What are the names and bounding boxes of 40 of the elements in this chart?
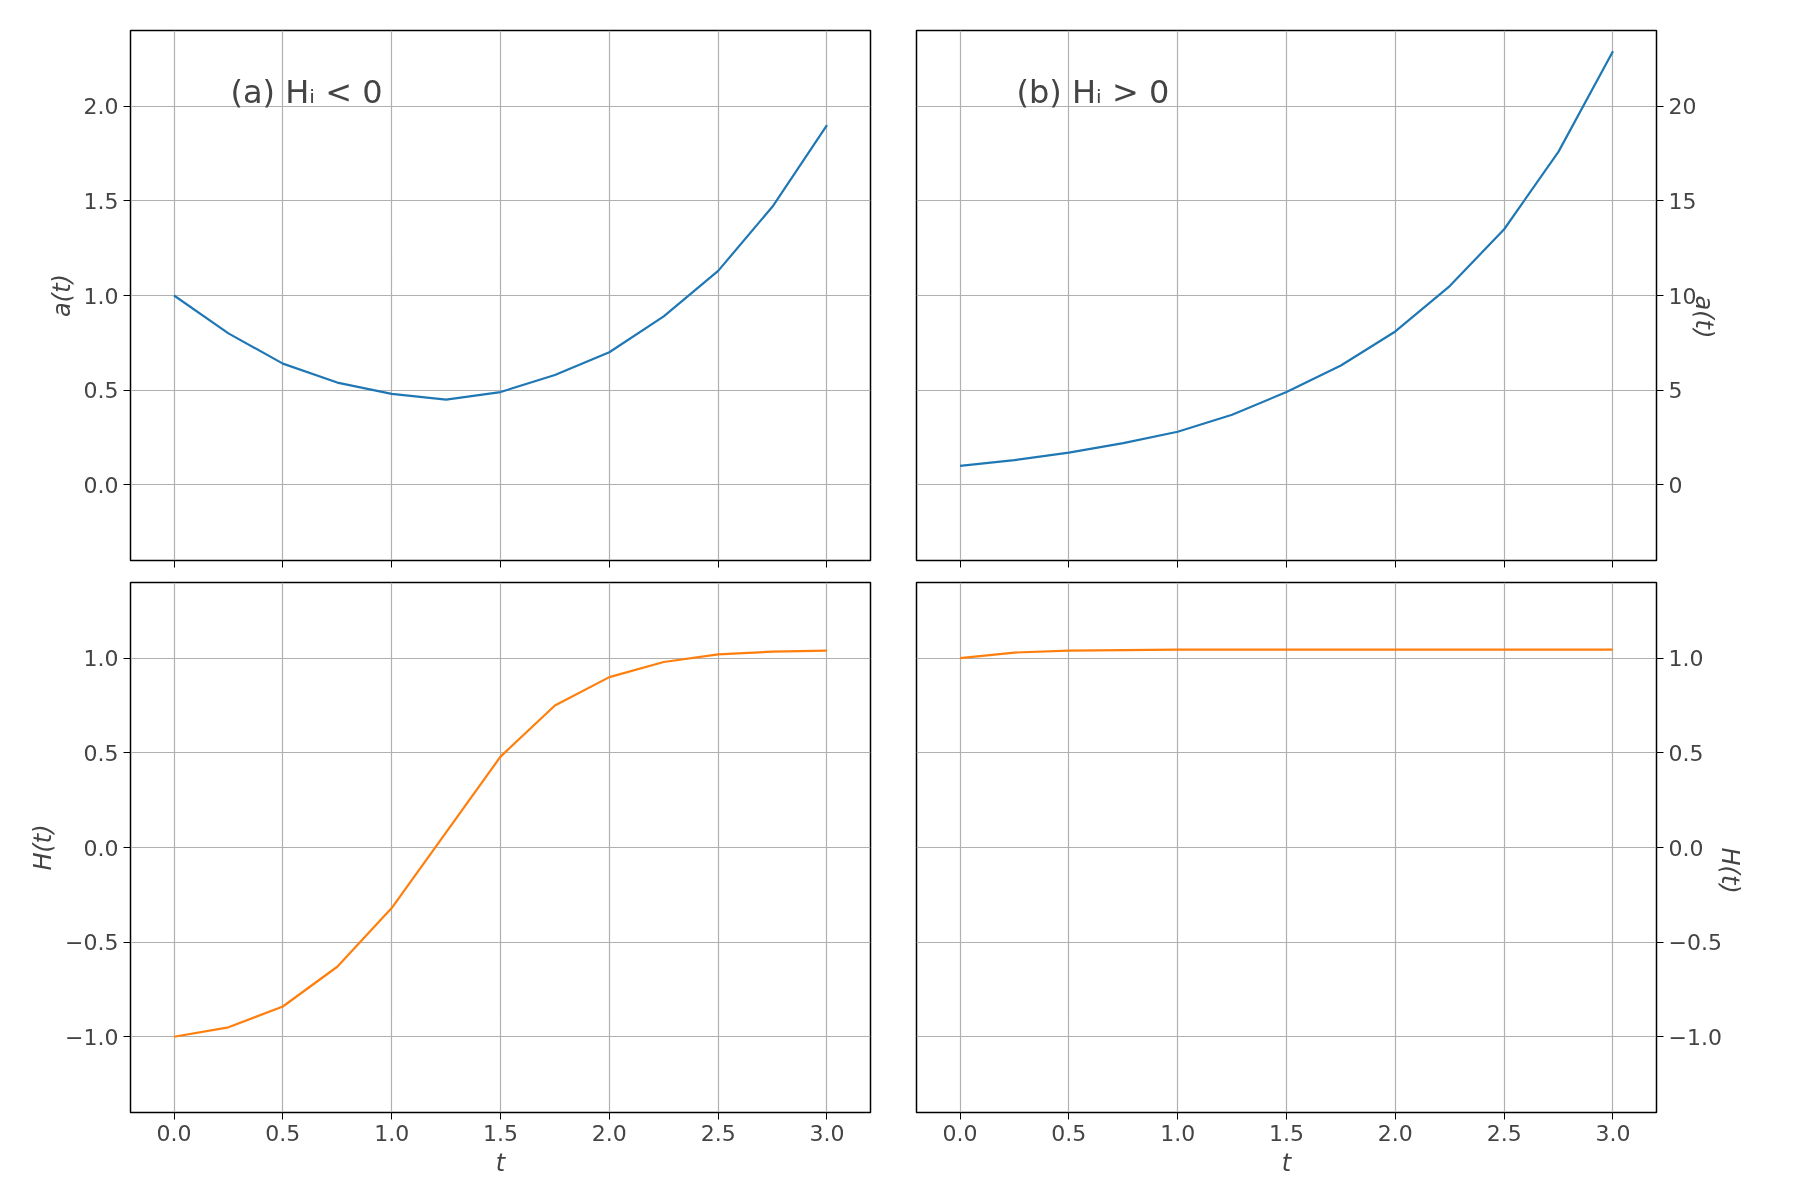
x-tick-label: 0.5 [1051, 1120, 1087, 1146]
y-tick-label: 15 [1668, 188, 1697, 214]
y-tick-label: −1.0 [1668, 1024, 1722, 1050]
y-tick-label: 1.0 [83, 646, 119, 672]
annotation: (b) Hᵢ > 0 [1016, 72, 1170, 111]
y-tick-label: 1.0 [83, 283, 119, 309]
x-tick-label: 1.0 [374, 1120, 410, 1146]
x-tick-label: 2.0 [1377, 1120, 1413, 1146]
x-tick-label: 1.5 [483, 1120, 519, 1146]
y-tick-label: 0.0 [1668, 835, 1704, 861]
annotation: (a) Hᵢ < 0 [230, 72, 383, 111]
x-axis-title: t [495, 1148, 507, 1177]
x-tick-label: 2.5 [700, 1120, 736, 1146]
y-tick-label: 1.5 [83, 188, 119, 214]
y-tick-label: −0.5 [1668, 930, 1722, 956]
y-axis-title: H(t) [1715, 847, 1744, 894]
y-tick-label: 0.5 [83, 378, 119, 404]
x-axis-title: t [1281, 1148, 1293, 1177]
y-axis-title: a(t) [47, 274, 76, 317]
y-tick-label: 0.5 [83, 740, 119, 766]
x-tick-label: 2.5 [1486, 1120, 1522, 1146]
x-tick-label: 3.0 [1595, 1120, 1631, 1146]
y-tick-label: 2.0 [83, 94, 119, 120]
y-tick-label: 0.0 [83, 472, 119, 498]
y-tick-label: 0.5 [1668, 740, 1704, 766]
y-tick-label: 0 [1668, 472, 1683, 498]
y-axis-title: H(t) [29, 824, 58, 871]
y-tick-label: 5 [1668, 378, 1683, 404]
x-tick-label: 1.0 [1160, 1120, 1196, 1146]
y-tick-label: 0.0 [83, 835, 119, 861]
x-tick-label: 0.0 [156, 1120, 192, 1146]
x-tick-label: 0.0 [942, 1120, 978, 1146]
y-tick-label: −0.5 [65, 930, 119, 956]
x-tick-label: 3.0 [809, 1120, 845, 1146]
y-tick-label: 20 [1668, 94, 1697, 120]
x-tick-label: 0.5 [265, 1120, 301, 1146]
x-tick-label: 1.5 [1269, 1120, 1305, 1146]
y-tick-label: −1.0 [65, 1024, 119, 1050]
x-tick-label: 2.0 [591, 1120, 627, 1146]
y-tick-label: 1.0 [1668, 646, 1704, 672]
